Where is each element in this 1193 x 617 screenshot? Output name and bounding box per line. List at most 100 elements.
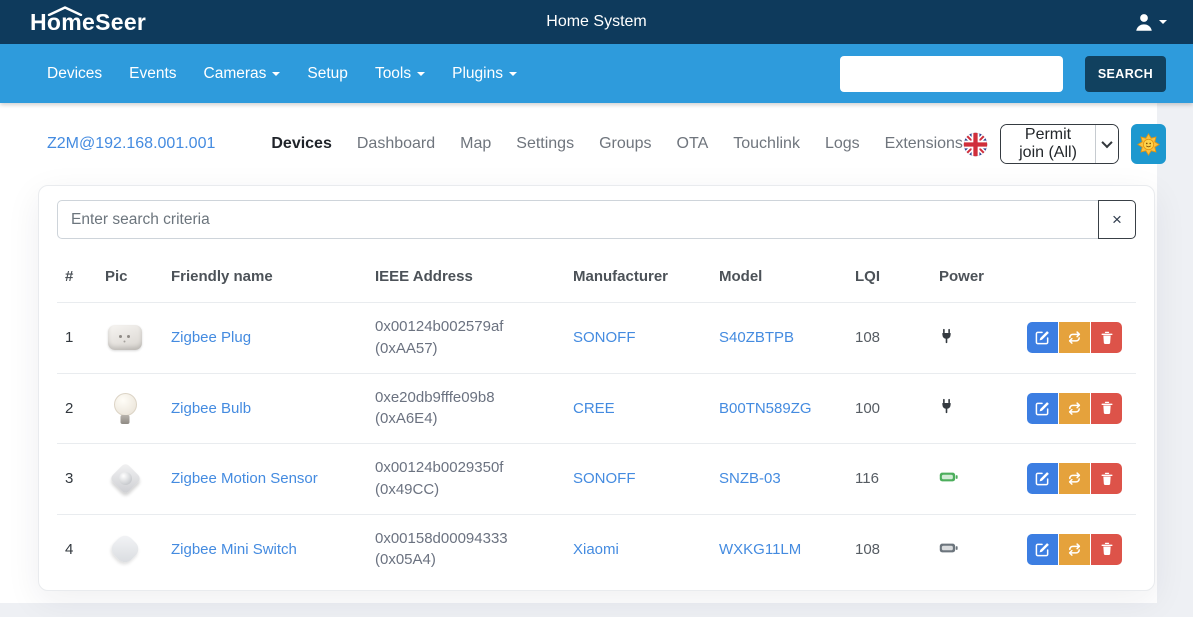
device-model-link[interactable]: S40ZBTPB [719,329,795,347]
chevron-down-icon [1101,136,1113,149]
reconfigure-device-button[interactable] [1059,322,1090,354]
sync-arrows-icon [1068,543,1081,556]
nav-item-label: Tools [374,64,412,82]
reconfigure-device-button[interactable] [1059,463,1090,495]
remove-device-button[interactable] [1091,392,1122,424]
logo-roof-icon [47,5,83,16]
reconfigure-device-button[interactable] [1059,533,1090,565]
edit-device-button[interactable] [1027,463,1058,495]
ieee-short: (0xAA57) [375,339,438,357]
motion-sensor-image[interactable] [105,461,145,497]
nav-item-label: Setup [307,64,348,82]
device-lqi: 108 [847,302,931,374]
language-uk-flag-icon[interactable] [963,131,988,157]
edit-icon [1035,331,1049,345]
theme-toggle-button[interactable] [1131,124,1167,164]
edit-icon [1035,472,1049,486]
remove-device-button[interactable] [1091,533,1122,565]
homeseer-logo[interactable]: HomeSeer [30,5,146,34]
device-friendly-name-link[interactable]: Zigbee Bulb [171,399,252,417]
table-header-row: # Pic Friendly name IEEE Address Manufacture… [57,251,1136,303]
nav-item-label: Devices [47,64,103,82]
mini-switch-image[interactable] [105,531,145,567]
remove-device-button[interactable] [1091,322,1122,354]
ieee-address: 0xe20db9fffe09b8 [375,388,495,406]
remove-device-button[interactable] [1091,463,1122,495]
nav-item-tools[interactable]: Tools [374,64,426,83]
device-ieee-address: 0x00124b0029350f (0x49CC) [367,443,565,515]
tab-devices[interactable]: Devices [271,135,332,152]
nav-item-label: Events [129,64,177,82]
edit-icon [1035,401,1049,416]
tab-touchlink[interactable]: Touchlink [733,135,800,152]
device-search-input[interactable] [57,200,1098,239]
device-ieee-address: 0x00158d00094333 (0x05A4) [367,514,565,584]
device-number: 2 [57,373,97,444]
column-header: Model [711,251,847,303]
content-sheet: Z2M@192.168.001.001 Devices Dashboard Map S… [0,103,1167,603]
device-table-body: 1 Zigbee Plug 0x00124b002579af (0xAA57) … [57,302,1136,585]
main-nav-bar: Devices Events Cameras Setup Tools Plugi… [0,44,1193,103]
device-manufacturer-link[interactable]: CREE [573,399,615,417]
nav-item-events[interactable]: Events [129,65,176,83]
plugin-bar: Z2M@192.168.001.001 Devices Dashboard Map S… [0,103,1167,185]
tab-extensions[interactable]: Extensions [884,135,963,152]
ieee-short: (0xA6E4) [375,410,438,428]
nav-item-cameras[interactable]: Cameras [204,65,281,83]
row-actions [1027,533,1122,565]
top-bar: HomeSeer Home System [0,0,1193,44]
sync-arrows-icon [1068,402,1081,415]
column-header: LQI [847,251,931,303]
ieee-address: 0x00158d00094333 [375,529,508,547]
ieee-short: (0x05A4) [375,551,436,569]
table-row: 2 Zigbee Bulb 0xe20db9fffe09b8 (0xA6E4) … [57,373,1136,444]
nav-item-plugins[interactable]: Plugins [452,65,517,83]
tab-ota[interactable]: OTA [676,135,709,152]
device-manufacturer-link[interactable]: SONOFF [573,329,636,347]
bulb-image[interactable] [105,390,145,426]
device-friendly-name-link[interactable]: Zigbee Motion Sensor [171,470,318,488]
device-manufacturer-link[interactable]: SONOFF [573,470,636,488]
device-model-link[interactable]: B00TN589ZG [719,399,812,417]
ieee-address: 0x00124b0029350f [375,459,504,476]
device-model-link[interactable]: WXKG11LM [719,540,802,558]
user-menu-button[interactable] [1134,0,1167,44]
permit-join-button[interactable]: Permit join (All) [1000,125,1096,163]
battery-full-icon [939,471,958,483]
clear-search-button[interactable]: × [1098,200,1136,239]
tab-groups[interactable]: Groups [599,135,652,152]
trash-icon [1101,331,1112,344]
edit-device-button[interactable] [1027,322,1058,354]
device-friendly-name-link[interactable]: Zigbee Mini Switch [171,540,297,558]
device-model-link[interactable]: SNZB-03 [719,470,781,488]
power-source-cell [931,514,1023,584]
column-header: Power [931,251,1023,303]
tab-map[interactable]: Map [460,135,492,152]
user-menu-caret-icon [1159,20,1167,28]
edit-device-button[interactable] [1027,533,1058,565]
edit-device-button[interactable] [1027,392,1058,424]
global-search-input[interactable] [839,55,1063,92]
main-nav-items: Devices Events Cameras Setup Tools Plugi… [47,65,517,83]
tab-settings[interactable]: Settings [516,135,575,152]
smart-plug-image[interactable] [105,320,145,356]
nav-item-label: Cameras [203,64,267,82]
nav-item-setup[interactable]: Setup [307,65,348,83]
tab-dashboard[interactable]: Dashboard [356,135,436,152]
table-row: 3 Zigbee Motion Sensor 0x00124b0029350f … [57,443,1136,515]
device-friendly-name-link[interactable]: Zigbee Plug [171,329,252,347]
global-search-button[interactable]: SEARCH [1084,55,1166,92]
row-actions [1027,322,1122,354]
tab-logs[interactable]: Logs [824,135,860,152]
reconfigure-device-button[interactable] [1059,392,1090,424]
permit-join-dropdown-button[interactable] [1095,125,1119,163]
plugin-tabs: Devices Dashboard Map Settings Groups OTA Touc… [271,135,963,153]
column-header: IEEE Address [367,251,565,303]
z2m-connection-link[interactable]: Z2M@192.168.001.001 [47,135,216,152]
sync-arrows-icon [1068,331,1081,345]
user-icon [1136,14,1152,31]
column-header: Friendly name [163,251,367,303]
nav-item-devices[interactable]: Devices [47,65,102,83]
device-manufacturer-link[interactable]: Xiaomi [573,540,619,558]
